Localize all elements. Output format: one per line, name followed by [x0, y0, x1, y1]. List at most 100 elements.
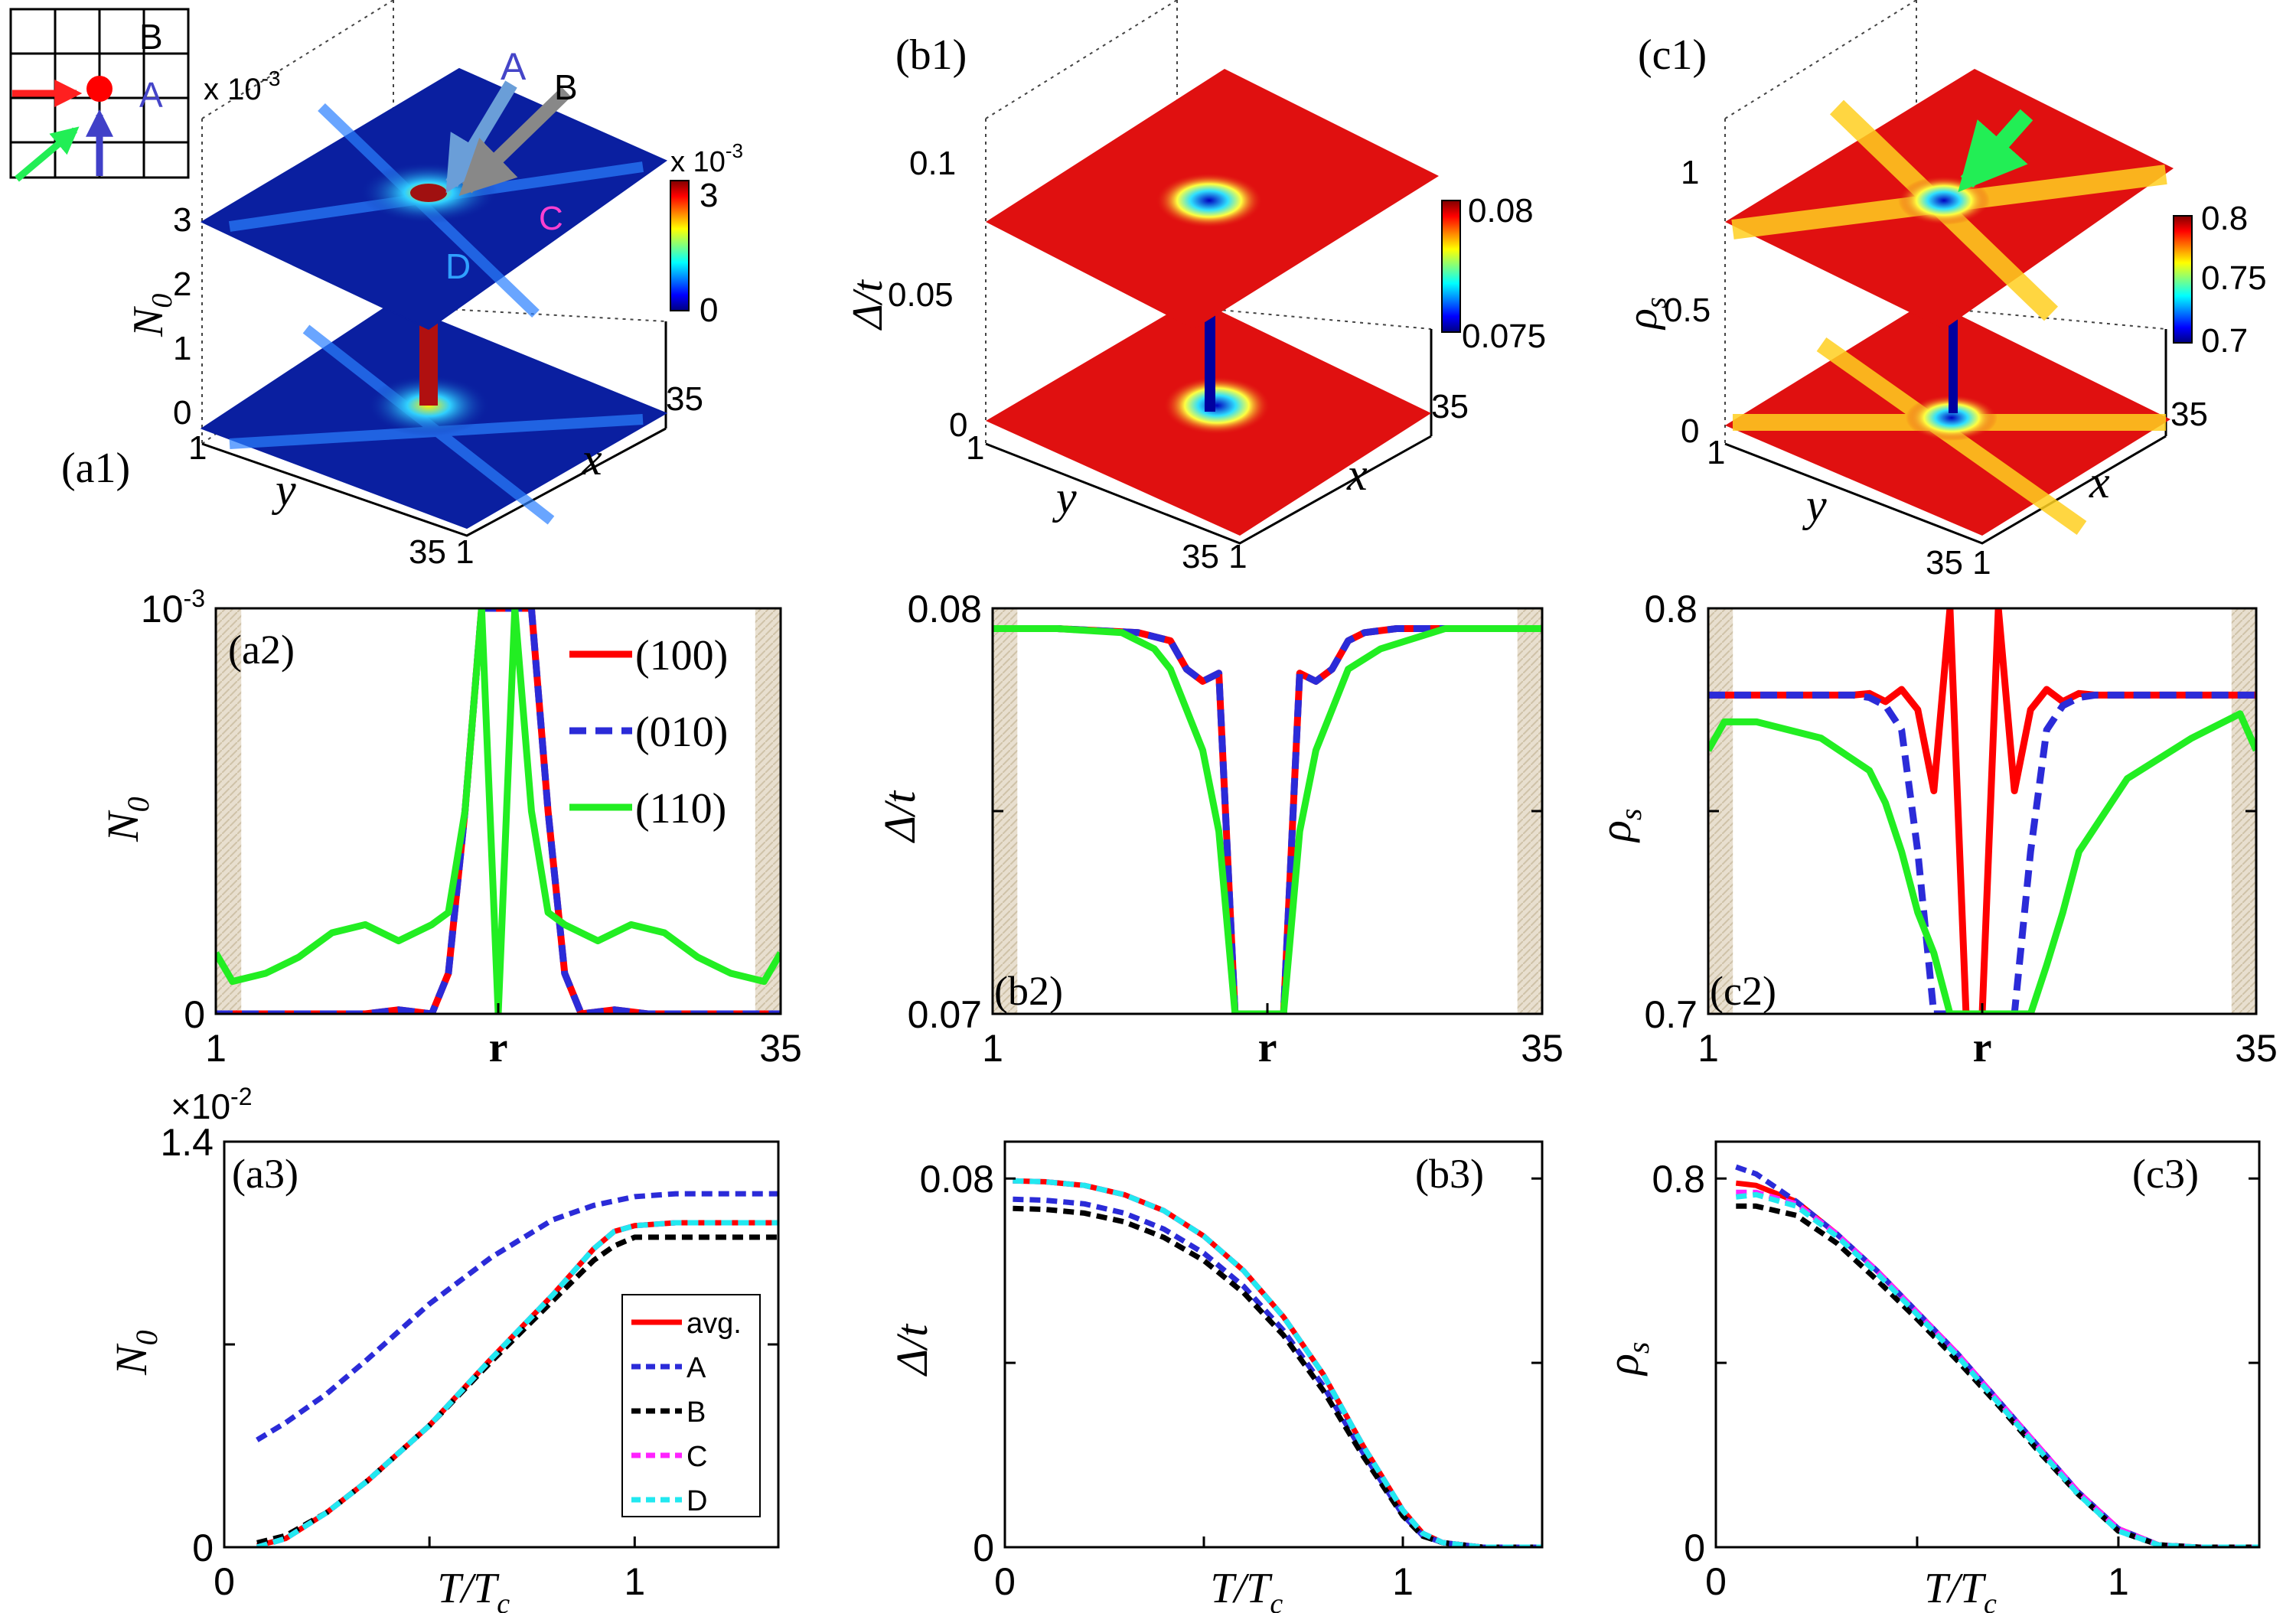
c1-green-arrow	[1958, 109, 2033, 193]
b1-y-start: 1	[966, 429, 984, 467]
a1-z-label: N0	[125, 294, 178, 337]
a2-x-tick-label: 35	[759, 1027, 802, 1070]
b1-z-label: Δ/t	[844, 279, 892, 331]
c1-colorbar-tick-min: 0.7	[2201, 322, 2248, 360]
a2-legend-label: (010)	[635, 709, 728, 756]
b2-series-110-line	[993, 625, 1542, 1014]
b3-x-label: T/Tc	[1211, 1565, 1283, 1613]
b1-y-label: y	[1052, 472, 1077, 523]
c2-series-110-line	[1708, 710, 2256, 1014]
b1-lower-spike	[1205, 305, 1215, 412]
c2-y-label-sub: s	[1613, 809, 1648, 821]
c1-x-label: x	[2089, 457, 2110, 507]
a3-y-tick-label: 1.4	[160, 1121, 214, 1164]
c3-frame	[1714, 1140, 2261, 1549]
c3-series-group	[1735, 1164, 2259, 1547]
panel-b1-3d-surface: (b1) 0.1 0.05 0 Δ/t 1 35 1 35 y x 0.08 0…	[844, 0, 1546, 575]
a3-y-tick-label: 0	[192, 1527, 214, 1569]
b2-y-tick-label: 0.08	[908, 588, 982, 631]
c2-y-label-main: ρ	[1590, 820, 1640, 843]
b1-colorbar-tick-max: 0.08	[1468, 192, 1534, 230]
a2-y-label-main: N	[98, 810, 148, 842]
a3-series-d-line	[256, 1220, 778, 1547]
b3-series-d-line	[1013, 1178, 1542, 1547]
a3-y-multiplier-base: ×10	[171, 1087, 230, 1126]
b1-panel-label: (b1)	[895, 31, 967, 79]
a3-series-b-line	[256, 1234, 778, 1546]
b2-panel-label: (b2)	[994, 968, 1063, 1014]
c1-panel-label: (c1)	[1638, 31, 1707, 79]
a1-colorbar-tick-min: 0	[700, 292, 718, 329]
a3-x-label: T/Tc	[437, 1565, 510, 1613]
a3-y-multiplier: ×10-2	[171, 1083, 252, 1126]
a3-legend-label: A	[687, 1352, 706, 1384]
a1-z-multiplier: x 10-3	[204, 67, 281, 106]
b3-series-group	[1013, 1178, 1542, 1547]
a2-y-label: N0	[98, 797, 155, 842]
b1-z-tick-high: 0.1	[909, 145, 956, 182]
c1-y-label: y	[1802, 480, 1827, 530]
b1-colorbar-tick-min: 0.075	[1462, 318, 1546, 355]
a1-z-tick-1: 1	[173, 330, 191, 367]
c2-panel-label: (c2)	[1710, 968, 1776, 1014]
a2-y-tick-label: 10-3	[141, 585, 205, 631]
a3-y-label-main: N	[106, 1343, 156, 1376]
b1-corner-label: 35 1	[1182, 538, 1247, 575]
b2-x-tick-label: 1	[982, 1027, 1003, 1070]
b1-x-label: x	[1346, 449, 1368, 500]
a1-colorbar-tick-max: 3	[700, 177, 718, 214]
a3-y-multiplier-exp: -2	[230, 1083, 252, 1110]
a1-region-c: C	[539, 200, 563, 237]
chart-b2: 0.07 0.08 1 35 (b2) r Δ/t	[875, 588, 1564, 1071]
c1-z-tick-05: 0.5	[1664, 292, 1711, 329]
b3-x-tick-label: 1	[1392, 1560, 1414, 1603]
c3-y-tick-label: 0.8	[1652, 1158, 1705, 1201]
c1-x-end: 35	[2170, 396, 2208, 433]
chart-b3: 0 0.08 0 1 (b3) T/Tc Δ/t	[887, 1140, 1544, 1613]
a3-legend-box	[621, 1294, 761, 1517]
c1-colorbar	[2173, 215, 2193, 344]
a2-series-110-line	[216, 608, 781, 1014]
a3-legend-label: avg.	[687, 1308, 742, 1340]
a2-y-tick-exp: -3	[184, 585, 205, 612]
chart-c2: 0.7 0.8 1 35 (c2) r ρs	[1590, 588, 2278, 1071]
a3-series-a-line	[256, 1191, 778, 1442]
a3-x-tick-label: 0	[214, 1560, 235, 1603]
a1-z-tick-3: 3	[173, 201, 191, 239]
a1-z-tick-2: 2	[173, 266, 191, 303]
c2-x-label: r	[1973, 1024, 1992, 1071]
a3-x-label-main: T/T	[437, 1565, 500, 1612]
b2-y-label: Δ/t	[875, 790, 925, 843]
a1-region-d: D	[445, 246, 471, 286]
c1-y-start: 1	[1707, 434, 1725, 471]
a2-y-label-sub: 0	[121, 797, 155, 812]
a1-region-a: A	[501, 45, 527, 88]
a1-colorbar	[670, 180, 690, 311]
b3-panel-label: (b3)	[1415, 1151, 1484, 1197]
c3-y-label-main: ρ	[1598, 1354, 1648, 1377]
a2-legend-label: (100)	[635, 632, 728, 679]
c3-x-tick-label: 1	[2108, 1560, 2129, 1603]
c1-lower-spike	[1949, 306, 1958, 413]
b1-colorbar	[1441, 200, 1461, 333]
a2-legend-label: (110)	[635, 785, 726, 833]
panel-c1-3d-surface: (c1) 1 0.5 0 ρs 1 35 1 35 y x 0.8 0.75 0…	[1619, 0, 2267, 582]
a3-legend-label: B	[687, 1396, 706, 1429]
a3-y-label-sub: 0	[129, 1330, 164, 1345]
a2-series-group	[216, 608, 781, 1014]
b2-x-label: r	[1258, 1024, 1277, 1071]
a3-panel-label: (a3)	[232, 1151, 298, 1197]
c1-colorbar-tick-mid: 0.75	[2201, 259, 2267, 297]
chart-c3: 0 0.8 0 1 (c3) T/Tc ρs	[1598, 1140, 2261, 1613]
inset-label-b: B	[139, 17, 163, 57]
b2-plot-area	[993, 608, 1542, 1014]
b3-plot-area	[1005, 1142, 1542, 1547]
c3-y-label: ρs	[1598, 1342, 1655, 1377]
chart-a2: 010-31 35(a2)rN0(100)(010)(110)	[98, 585, 802, 1071]
c2-series-group	[1708, 608, 2256, 1014]
a2-panel-label: (a2)	[228, 627, 295, 673]
b2-x-tick-label: 35	[1521, 1027, 1564, 1070]
a2-x-tick-label: 1	[205, 1027, 227, 1070]
a3-x-tick-label: 1	[624, 1560, 645, 1603]
a3-y-label: N0	[106, 1330, 164, 1376]
